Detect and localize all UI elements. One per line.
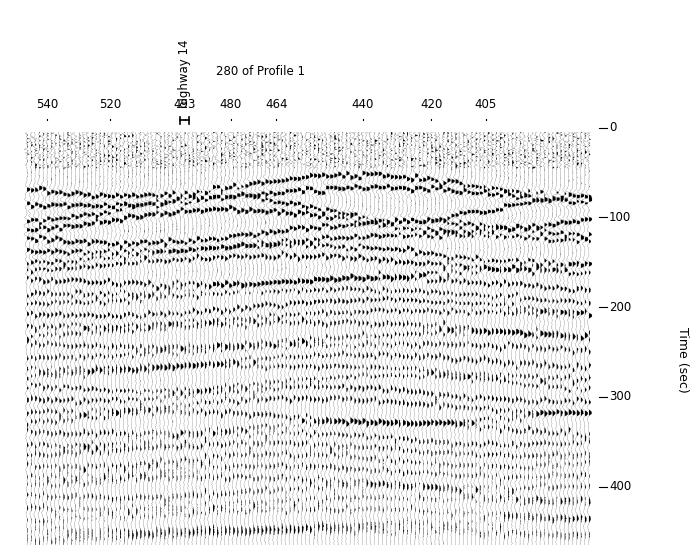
Text: 440: 440 xyxy=(351,98,374,111)
Text: 540: 540 xyxy=(36,98,58,111)
Text: highway 14: highway 14 xyxy=(178,40,191,108)
Text: 464: 464 xyxy=(265,98,288,111)
Text: 100: 100 xyxy=(609,211,631,224)
Text: 520: 520 xyxy=(99,98,121,111)
Text: 300: 300 xyxy=(609,390,631,403)
Text: 480: 480 xyxy=(219,98,241,111)
Text: 0: 0 xyxy=(609,121,617,134)
Text: Time (sec): Time (sec) xyxy=(676,327,689,392)
Text: 280 of Profile 1: 280 of Profile 1 xyxy=(216,65,305,78)
Text: 400: 400 xyxy=(609,480,631,493)
Text: 405: 405 xyxy=(475,98,497,111)
Text: 200: 200 xyxy=(609,301,631,314)
Text: 420: 420 xyxy=(420,98,442,111)
Text: 493: 493 xyxy=(174,98,196,111)
